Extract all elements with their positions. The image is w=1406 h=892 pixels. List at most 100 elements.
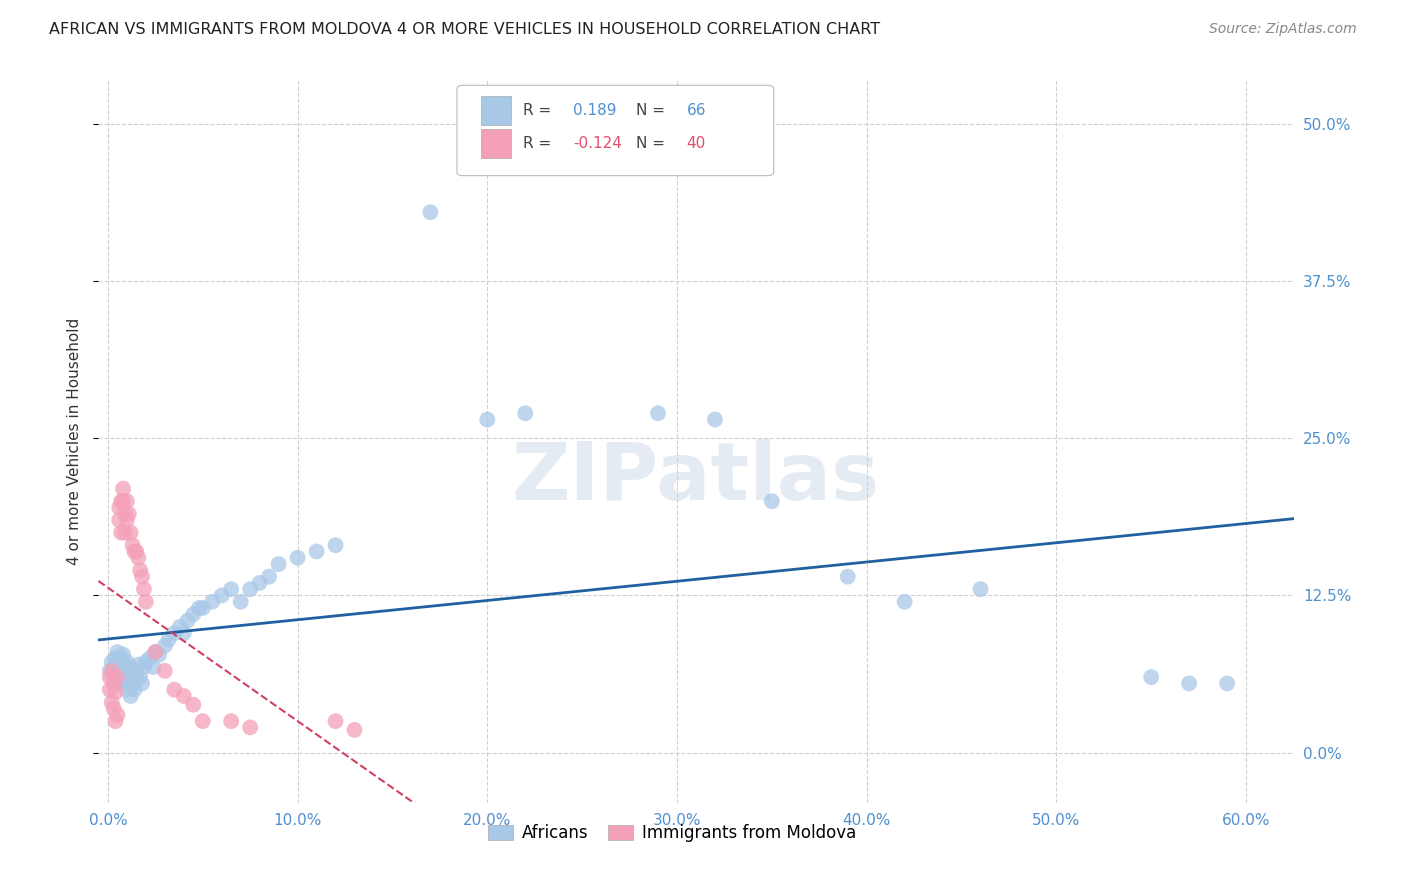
Point xyxy=(163,682,186,697)
Text: 0.189: 0.189 xyxy=(572,103,616,118)
Text: R =: R = xyxy=(523,136,555,151)
Point xyxy=(100,695,122,709)
Point xyxy=(135,595,157,609)
Point xyxy=(103,676,125,690)
Text: -0.124: -0.124 xyxy=(572,136,621,151)
Point xyxy=(110,676,132,690)
Point xyxy=(229,595,252,609)
Point xyxy=(173,626,195,640)
Text: Source: ZipAtlas.com: Source: ZipAtlas.com xyxy=(1209,22,1357,37)
Point xyxy=(169,620,191,634)
Point xyxy=(515,406,537,420)
Point xyxy=(143,645,166,659)
Point xyxy=(121,676,143,690)
Text: ZIPatlas: ZIPatlas xyxy=(512,439,880,516)
Point xyxy=(287,550,309,565)
Point xyxy=(112,482,135,496)
Text: 66: 66 xyxy=(686,103,706,118)
Text: R =: R = xyxy=(523,103,555,118)
Point xyxy=(120,689,142,703)
Point xyxy=(120,525,142,540)
Point xyxy=(108,513,131,527)
Point xyxy=(219,714,242,728)
Point xyxy=(110,525,132,540)
Point xyxy=(837,569,859,583)
Point xyxy=(127,657,149,672)
Point xyxy=(104,714,127,728)
Point xyxy=(105,645,128,659)
Point xyxy=(129,563,152,577)
Point xyxy=(124,544,146,558)
FancyBboxPatch shape xyxy=(457,86,773,176)
Point xyxy=(325,714,347,728)
Point xyxy=(98,664,121,678)
Point xyxy=(120,660,142,674)
Point xyxy=(173,689,195,703)
Text: N =: N = xyxy=(637,103,671,118)
Point xyxy=(703,412,725,426)
Point xyxy=(103,701,125,715)
Point xyxy=(114,507,136,521)
Point xyxy=(305,544,328,558)
Point xyxy=(115,513,138,527)
Point xyxy=(115,682,138,697)
Legend: Africans, Immigrants from Moldova: Africans, Immigrants from Moldova xyxy=(482,817,862,848)
Point xyxy=(108,657,131,672)
Point xyxy=(105,707,128,722)
Point xyxy=(104,685,127,699)
Point xyxy=(98,670,121,684)
Point xyxy=(115,655,138,669)
Point xyxy=(211,589,233,603)
Point xyxy=(112,667,135,681)
Point xyxy=(148,648,170,662)
Point xyxy=(181,607,204,622)
Point xyxy=(191,601,214,615)
Point xyxy=(110,651,132,665)
Point xyxy=(100,664,122,678)
Point xyxy=(121,538,143,552)
Point xyxy=(115,494,138,508)
Point xyxy=(142,660,165,674)
Point xyxy=(105,670,128,684)
FancyBboxPatch shape xyxy=(481,128,510,158)
Point xyxy=(132,660,155,674)
Point xyxy=(114,660,136,674)
Point xyxy=(325,538,347,552)
Point xyxy=(104,651,127,665)
Point xyxy=(157,632,180,647)
Y-axis label: 4 or more Vehicles in Household: 4 or more Vehicles in Household xyxy=(67,318,83,566)
Point xyxy=(419,205,441,219)
Point xyxy=(124,682,146,697)
Point xyxy=(118,507,141,521)
Point xyxy=(219,582,242,597)
Point xyxy=(153,639,176,653)
Point xyxy=(114,525,136,540)
Point xyxy=(108,500,131,515)
Point xyxy=(1140,670,1163,684)
Point xyxy=(125,664,148,678)
Point xyxy=(761,494,783,508)
Point xyxy=(121,667,143,681)
Point xyxy=(138,651,160,665)
Point xyxy=(249,575,271,590)
Point xyxy=(477,412,499,426)
Point xyxy=(132,582,155,597)
Point xyxy=(131,676,153,690)
Point xyxy=(127,550,149,565)
Point xyxy=(163,626,186,640)
Point xyxy=(201,595,224,609)
Point xyxy=(112,494,135,508)
Point xyxy=(893,595,915,609)
Point xyxy=(969,582,991,597)
Point xyxy=(114,673,136,687)
Point xyxy=(1178,676,1201,690)
Point xyxy=(129,670,152,684)
FancyBboxPatch shape xyxy=(481,96,510,125)
Point xyxy=(143,645,166,659)
Point xyxy=(267,557,290,571)
Point xyxy=(188,601,211,615)
Point xyxy=(135,655,157,669)
Point xyxy=(647,406,669,420)
Point xyxy=(108,673,131,687)
Point xyxy=(100,655,122,669)
